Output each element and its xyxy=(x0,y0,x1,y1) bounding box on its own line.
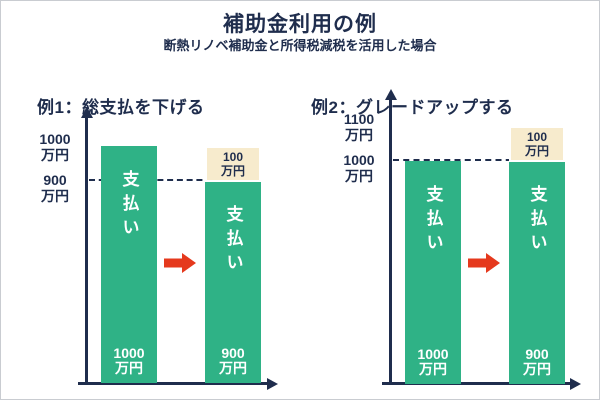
chart2-bar-after: 支払い 900 万円 xyxy=(509,161,565,384)
y-tick-unit: 万円 xyxy=(41,188,69,204)
bar-label: 支払い xyxy=(119,170,139,242)
y-tick-unit: 万円 xyxy=(41,147,69,163)
bar-label: 支払い xyxy=(527,185,547,257)
y-axis xyxy=(85,117,88,384)
dashed-guideline xyxy=(393,159,563,161)
y-axis-arrowhead-icon xyxy=(80,107,93,118)
subsidy-box-value: 100 xyxy=(222,150,244,164)
bar-amount-value: 900 xyxy=(525,346,549,362)
bar-amount: 900 万円 xyxy=(205,346,261,376)
bar-amount-value: 1000 xyxy=(113,345,145,361)
chart2-y-tick-1000: 1000 万円 xyxy=(333,152,385,184)
transition-arrow-icon xyxy=(164,252,196,274)
chart1-bar-before: 支払い 1000 万円 xyxy=(101,146,157,383)
bar-amount: 1000 万円 xyxy=(101,346,157,376)
y-axis xyxy=(389,99,392,384)
bar-label: 支払い xyxy=(423,185,443,257)
y-tick-unit: 万円 xyxy=(345,127,373,143)
y-axis-arrowhead-icon xyxy=(384,89,397,100)
page-title: 補助金利用の例 xyxy=(223,13,377,36)
y-tick-value: 1000 xyxy=(343,152,375,168)
chart2-y-tick-1100: 1100 万円 xyxy=(333,111,385,143)
bar-amount-value: 900 xyxy=(221,345,245,361)
chart2-subsidy-box: 100 万円 xyxy=(509,126,565,162)
x-axis xyxy=(78,382,269,385)
page-subtitle: 断熱リノベ補助金と所得税減税を活用した場合 xyxy=(163,38,437,53)
chart1-bar-after: 支払い 900 万円 xyxy=(205,181,261,383)
y-tick-value: 1100 xyxy=(343,111,375,127)
x-axis xyxy=(382,382,572,385)
chart1-heading: 例1：総支払を下げる xyxy=(37,98,205,118)
bar-amount-unit: 万円 xyxy=(523,361,551,377)
bar-amount: 1000 万円 xyxy=(405,347,461,377)
bar-amount-value: 1000 xyxy=(417,346,449,362)
x-axis-arrowhead-icon xyxy=(570,377,581,390)
subsidy-box-unit: 万円 xyxy=(220,164,245,178)
chart2-bar-before: 支払い 1000 万円 xyxy=(405,161,461,384)
subsidy-box-unit: 万円 xyxy=(524,144,549,158)
bar-amount: 900 万円 xyxy=(509,347,565,377)
bar-amount-unit: 万円 xyxy=(419,361,447,377)
y-tick-unit: 万円 xyxy=(345,168,373,184)
chart1-y-tick-900: 900 万円 xyxy=(29,172,81,204)
subsidy-box-value: 100 xyxy=(526,130,548,144)
bar-amount-unit: 万円 xyxy=(219,360,247,376)
chart2-heading: 例2：グレードアップする xyxy=(311,98,514,118)
y-tick-value: 900 xyxy=(43,172,67,188)
chart1-subsidy-box: 100 万円 xyxy=(205,146,261,182)
bar-label: 支払い xyxy=(223,205,243,277)
x-axis-arrowhead-icon xyxy=(267,377,278,390)
transition-arrow-icon xyxy=(468,252,500,274)
bar-amount-unit: 万円 xyxy=(115,360,143,376)
chart1-y-tick-1000: 1000 万円 xyxy=(29,131,81,163)
dashed-guideline xyxy=(89,179,261,181)
y-tick-value: 1000 xyxy=(39,131,71,147)
